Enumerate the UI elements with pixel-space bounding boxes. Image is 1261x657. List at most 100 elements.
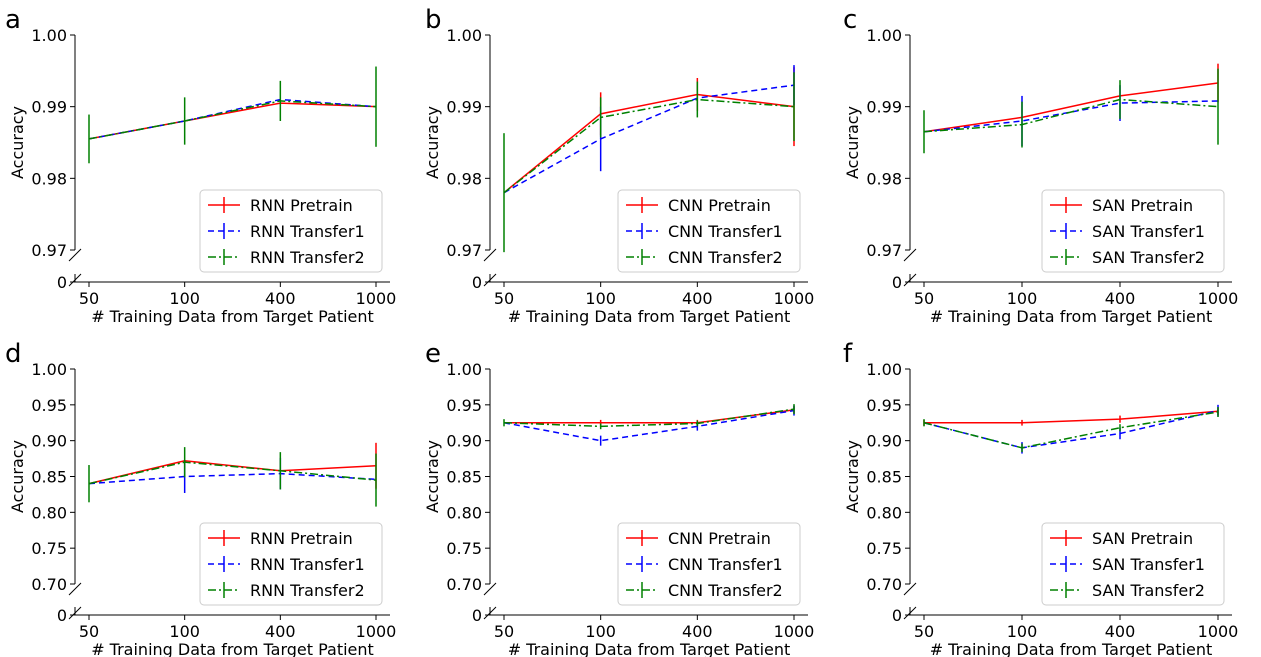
legend-label: CNN Pretrain — [668, 529, 771, 548]
x-tick-label: 50 — [494, 622, 514, 641]
legend-label: RNN Pretrain — [250, 529, 353, 548]
y-tick-label: 1.00 — [866, 26, 902, 45]
y-tick-label: 0.70 — [31, 575, 67, 594]
x-tick-label: 1000 — [356, 622, 397, 641]
y-axis-label: Accuracy — [423, 106, 442, 179]
y-tick-label: 0.97 — [866, 241, 902, 260]
legend-label: SAN Transfer2 — [1092, 248, 1205, 267]
axis-break-mark — [483, 248, 497, 262]
y-tick-label-zero: 0 — [472, 606, 482, 625]
legend-label: CNN Transfer1 — [668, 222, 783, 241]
y-tick-label: 0.90 — [866, 432, 902, 451]
y-tick-label: 0.80 — [446, 503, 482, 522]
x-tick-label: 100 — [585, 289, 616, 308]
axis-break-mark — [68, 273, 82, 287]
y-tick-label: 0.97 — [31, 241, 67, 260]
legend-label: RNN Transfer1 — [250, 222, 365, 241]
x-tick-label: 50 — [914, 289, 934, 308]
axis-break-mark — [903, 248, 917, 262]
series-line — [924, 410, 1219, 424]
series-line — [88, 461, 377, 485]
series-line — [923, 100, 1219, 133]
series-rnn-transfer2 — [88, 66, 377, 164]
chart-panel-e: e 0.70 0.75 0.80 0.85 0.90 0.95 1.00 0 50 100 400 10… — [423, 339, 814, 657]
x-tick-label: 100 — [585, 622, 616, 641]
panel-letter: d — [5, 339, 22, 369]
x-tick-label: 1000 — [356, 289, 397, 308]
y-tick-label: 0.90 — [31, 432, 67, 451]
chart-panel-c: c 0.97 0.98 0.99 1.00 0 50 100 400 1000# Training… — [843, 5, 1238, 326]
x-tick-label: 400 — [682, 289, 713, 308]
x-tick-label: 400 — [1105, 289, 1136, 308]
chart-panel-b: b 0.97 0.98 0.99 1.00 0 50 100 400 1000# Training… — [423, 5, 814, 326]
legend-box — [617, 189, 801, 273]
legend-box — [1041, 522, 1225, 606]
x-axis-label: # Training Data from Target Patient — [91, 307, 374, 326]
x-tick-label: 100 — [1007, 289, 1038, 308]
legend: RNN Pretrain RNN Transfer1 RNN Transfer2 — [199, 189, 383, 273]
series-line — [923, 409, 1219, 449]
panel-letter: b — [425, 5, 442, 35]
y-tick-label: 1.00 — [446, 26, 482, 45]
axis-break-mark — [483, 606, 497, 620]
legend-box — [199, 189, 383, 273]
y-tick-label: 0.75 — [866, 539, 902, 558]
series-line — [503, 93, 795, 194]
chart-panel-d: d 0.70 0.75 0.80 0.85 0.90 0.95 1.00 0 50 100 400 10… — [5, 339, 396, 657]
x-tick-label: 100 — [1007, 622, 1038, 641]
y-tick-label-zero: 0 — [57, 273, 67, 292]
x-tick-label: 400 — [265, 622, 296, 641]
y-tick-label: 0.95 — [31, 396, 67, 415]
series-rnn-transfer2 — [88, 447, 377, 507]
series-san-transfer1 — [923, 85, 1219, 147]
y-axis-label: Accuracy — [8, 106, 27, 179]
panel-letter: e — [425, 339, 441, 369]
y-tick-label: 0.97 — [446, 241, 482, 260]
legend-label: CNN Transfer2 — [668, 248, 783, 267]
panel-letter: c — [843, 5, 857, 35]
series-cnn-transfer1 — [503, 65, 795, 194]
x-tick-label: 1000 — [774, 289, 815, 308]
y-tick-label: 0.98 — [866, 169, 902, 188]
series-line — [923, 98, 1219, 133]
legend-label: SAN Pretrain — [1092, 529, 1193, 548]
y-tick-label: 0.85 — [31, 468, 67, 487]
series-san-pretrain — [923, 407, 1219, 426]
x-axis-label: # Training Data from Target Patient — [930, 307, 1213, 326]
y-tick-label: 0.85 — [866, 468, 902, 487]
y-axis-label: Accuracy — [8, 440, 27, 513]
y-axis-label: Accuracy — [843, 106, 862, 179]
series-cnn-pretrain — [503, 67, 795, 194]
series-line — [88, 102, 377, 140]
axis-break-mark — [903, 606, 917, 620]
y-tick-label: 1.00 — [866, 360, 902, 379]
x-tick-label: 50 — [494, 289, 514, 308]
x-tick-label: 1000 — [1198, 289, 1239, 308]
y-tick-label: 1.00 — [446, 360, 482, 379]
x-tick-label: 100 — [169, 289, 200, 308]
x-tick-label: 400 — [265, 289, 296, 308]
legend: CNN Pretrain CNN Transfer1 CNN Transfer2 — [617, 522, 801, 606]
series-cnn-transfer2 — [503, 404, 795, 430]
axis-break-mark — [68, 606, 82, 620]
y-tick-label: 0.80 — [866, 503, 902, 522]
axis-break-mark — [483, 582, 497, 596]
axis-break-mark — [68, 248, 82, 262]
legend: SAN Pretrain SAN Transfer1 SAN Transfer2 — [1041, 189, 1225, 273]
series-line — [88, 472, 377, 485]
y-axis-label: Accuracy — [843, 440, 862, 513]
x-tick-label: 1000 — [1198, 622, 1239, 641]
series-cnn-transfer2 — [503, 72, 795, 253]
axis-break-mark — [903, 273, 917, 287]
x-axis-label: # Training Data from Target Patient — [508, 640, 791, 657]
y-tick-label: 0.98 — [31, 169, 67, 188]
x-axis-label: # Training Data from Target Patient — [91, 640, 374, 657]
panel-letter: a — [5, 5, 21, 35]
legend-box — [617, 522, 801, 606]
axis-break-mark — [903, 582, 917, 596]
x-tick-label: 400 — [1105, 622, 1136, 641]
legend: CNN Pretrain CNN Transfer1 CNN Transfer2 — [617, 189, 801, 273]
legend-box — [1041, 189, 1225, 273]
y-axis-label: Accuracy — [423, 440, 442, 513]
y-tick-label: 0.90 — [446, 432, 482, 451]
